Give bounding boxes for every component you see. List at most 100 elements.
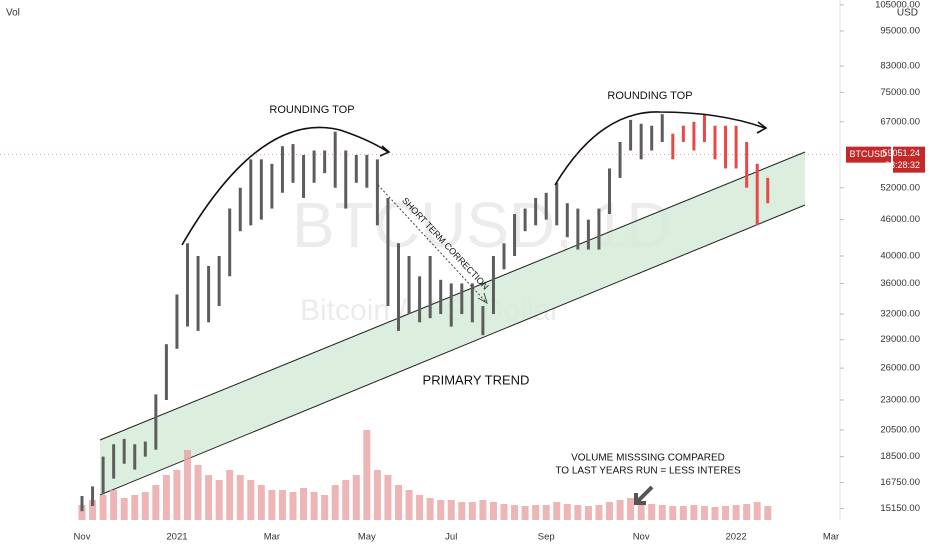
channel-lower (99, 204, 806, 496)
volume-bar (152, 485, 160, 520)
volume-bar (437, 500, 445, 520)
plot: 105000.00 95000.00 83000.00 75000.00 67000.0… (74, 0, 920, 543)
y-tick-label: 83000.00 (880, 61, 920, 72)
volume-bar (416, 495, 424, 520)
annotation: TO LAST YEARS RUN = LESS INTERES (555, 466, 741, 477)
y-tick-label: 29000.00 (880, 334, 920, 345)
x-tick-label: 2022 (726, 532, 747, 543)
volume-bar (310, 492, 318, 520)
volume-bar (447, 500, 455, 520)
volume-bar (141, 492, 149, 520)
volume-bar (532, 505, 540, 520)
volume-bar (511, 505, 519, 520)
y-tick-label: 52000.00 (880, 182, 920, 193)
volume-bar (321, 495, 329, 520)
volume-bar (247, 480, 255, 520)
tag-price: 59051.24 (882, 148, 920, 158)
volume-bar (352, 475, 360, 520)
y-tick-label: 32000.00 (880, 309, 920, 320)
volume-bar (110, 490, 118, 520)
rounding-arc (554, 111, 766, 186)
volume-bar (215, 480, 223, 520)
volume-bar (637, 502, 645, 520)
volume-bar (131, 495, 139, 520)
y-tick-label: 40000.00 (880, 251, 920, 262)
volume-bar (753, 502, 761, 520)
annotation: VOLUME MISSSING COMPARED (571, 453, 725, 464)
volume-bar (616, 500, 624, 520)
volume-bar (468, 502, 476, 520)
volume-bar (700, 506, 708, 520)
volume-bar (405, 490, 413, 520)
correction-line (377, 184, 487, 303)
tag-countdown: 08:28:32 (885, 160, 920, 170)
volume-bar (194, 465, 202, 520)
volume-bar (173, 470, 181, 520)
volume-bar (426, 498, 434, 520)
volume-bar (373, 470, 381, 520)
y-tick-label: 75000.00 (880, 87, 920, 98)
volume-bar (722, 506, 730, 520)
currency-label: USD (897, 8, 918, 19)
arrow-head (477, 292, 488, 305)
y-tick-label: 23000.00 (880, 394, 920, 405)
x-tick-label: Nov (633, 532, 650, 543)
x-tick-label: Sep (538, 532, 555, 543)
volume-bar (553, 502, 561, 520)
volume-bar (500, 504, 508, 520)
volume-bar (542, 505, 550, 520)
volume-bar (342, 480, 350, 520)
x-tick-label: Mar (823, 532, 839, 543)
volume-bar (479, 500, 487, 520)
volume-bar (395, 485, 402, 520)
volume-bar (711, 507, 719, 520)
y-tick-label: 18500.00 (880, 451, 920, 462)
volume-bar (184, 450, 191, 520)
volume-bar (99, 495, 107, 520)
volume-bar (595, 505, 603, 520)
volume-bar (384, 475, 392, 520)
y-tick-label: 16750.00 (880, 477, 920, 488)
volume-bar (300, 488, 308, 520)
volume-label: Vol (6, 8, 20, 19)
y-tick-label: 20500.00 (880, 424, 920, 435)
volume-bar (648, 504, 656, 520)
annotation: ROUNDING TOP (607, 90, 692, 102)
x-tick-label: Jul (445, 532, 457, 543)
annotation: PRIMARY TREND (423, 372, 530, 387)
y-tick-label: 36000.00 (880, 278, 920, 289)
x-tick-label: Mar (264, 532, 280, 543)
y-tick-label: 67000.00 (880, 116, 920, 127)
volume-bar (690, 505, 698, 520)
x-tick-label: Nov (74, 532, 91, 543)
volume-bar (658, 505, 666, 520)
volume-bar (679, 506, 687, 520)
x-tick-label: May (358, 532, 376, 543)
volume-bar (226, 470, 234, 520)
volume-bar (584, 506, 592, 520)
x-tick-label: 2021 (166, 532, 187, 543)
volume-bar (489, 502, 497, 520)
volume-bar (257, 485, 265, 520)
arrow-head (756, 121, 768, 134)
tag-box (846, 146, 891, 163)
volume-bar (78, 505, 86, 520)
volume-bar (331, 485, 339, 520)
y-tick-label: 105000.00 (875, 0, 920, 10)
volume-bar (732, 505, 740, 520)
y-tick-label: 15150.00 (880, 503, 920, 514)
rounding-arc (181, 126, 389, 246)
tag-box (893, 146, 925, 173)
volume-bar (363, 430, 371, 520)
arrow-head (379, 145, 391, 157)
volume-bar (743, 504, 751, 520)
volume-bar (764, 506, 772, 520)
volume-bar (89, 500, 97, 520)
volume-bar (268, 490, 276, 520)
volume-bar (606, 502, 613, 520)
volume-bar (458, 502, 466, 520)
y-tick-label: 95000.00 (880, 25, 920, 36)
volume-bar (669, 506, 677, 520)
tag-symbol: BTCUSD (849, 149, 887, 159)
